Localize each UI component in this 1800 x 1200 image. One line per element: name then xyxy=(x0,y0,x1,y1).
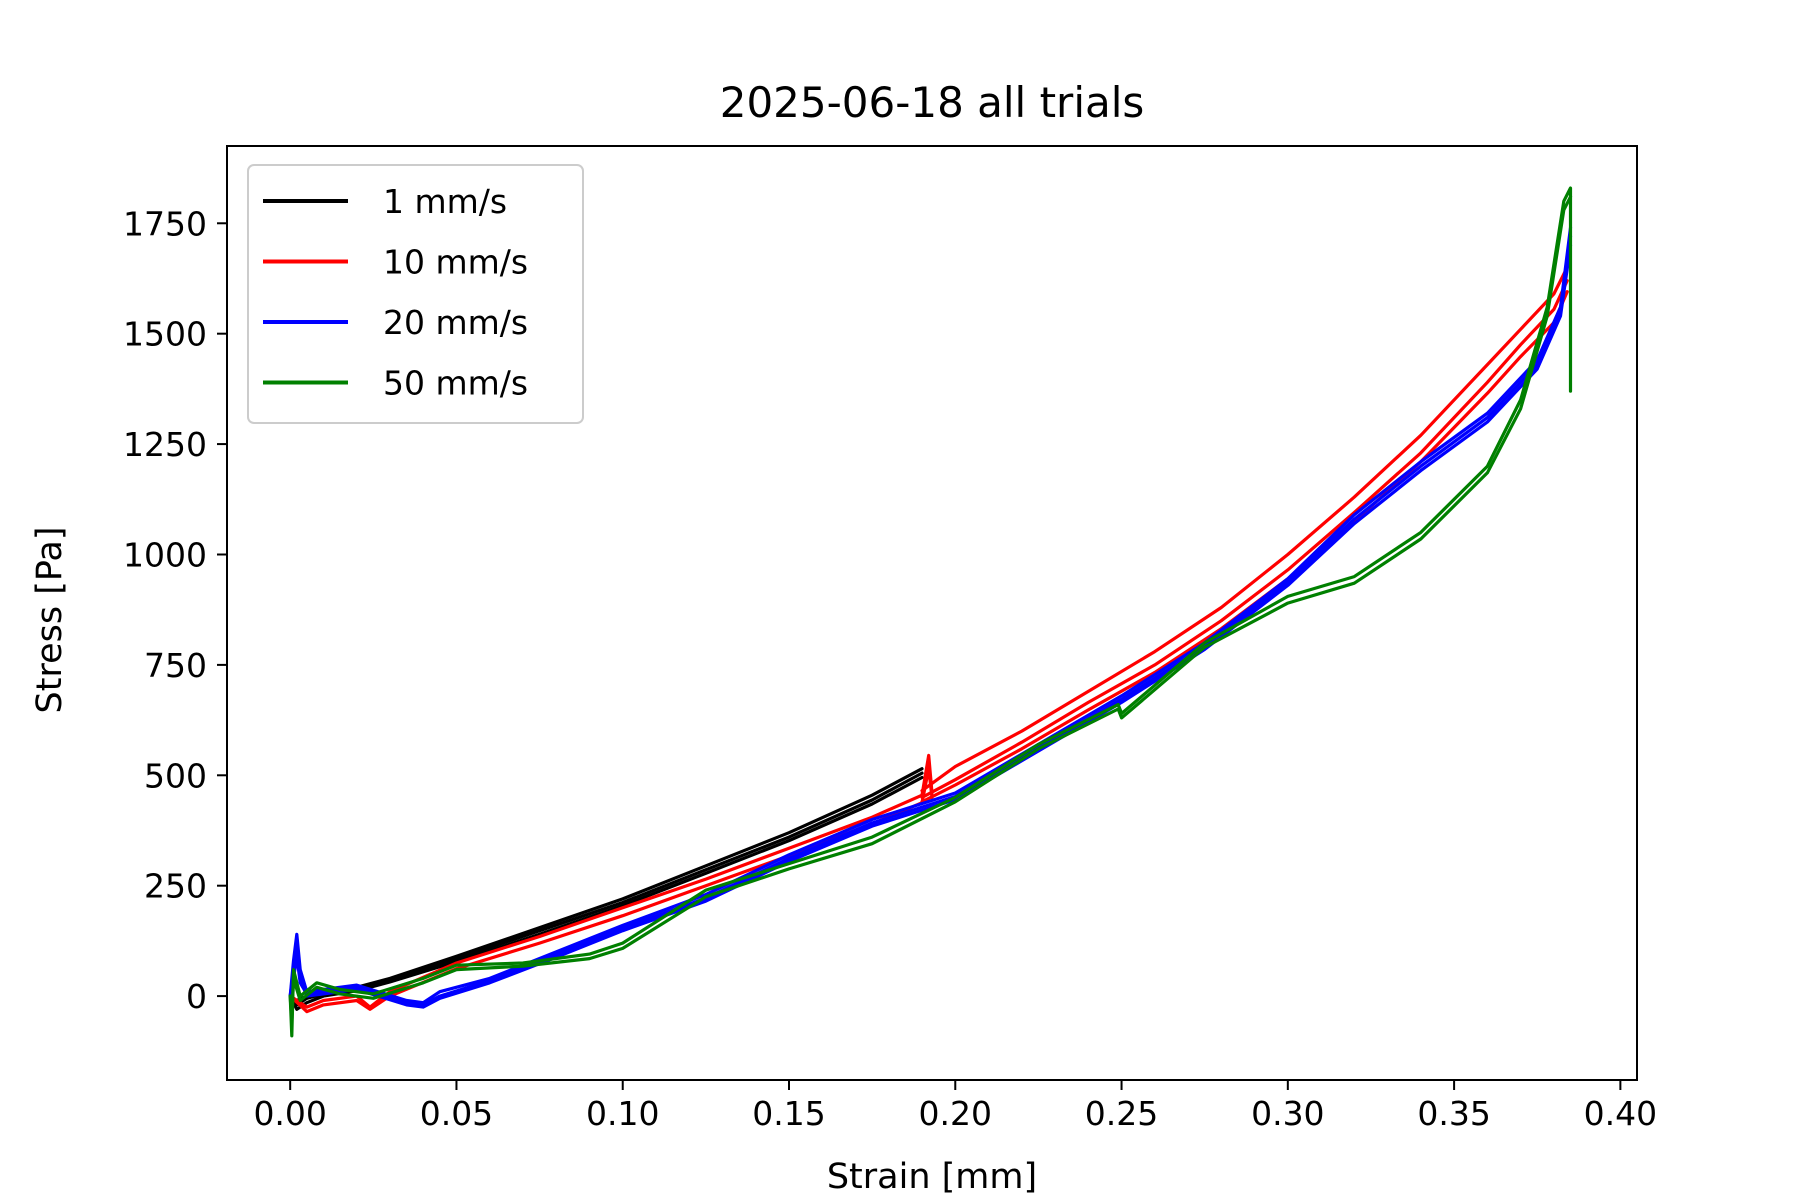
y-tick-label: 1000 xyxy=(123,535,207,574)
series-line-20-mm-s-trial-2 xyxy=(288,243,1573,1009)
chart-title: 2025-06-18 all trials xyxy=(720,78,1145,127)
y-tick-label: 250 xyxy=(144,867,207,906)
y-tick-label: 1500 xyxy=(123,315,207,354)
axes-frame xyxy=(226,145,1638,1081)
y-tick-label: 1250 xyxy=(123,425,207,464)
x-tick-label: 0.40 xyxy=(1584,1094,1657,1133)
series-lines xyxy=(288,186,1573,1038)
plot-area xyxy=(288,186,1573,1038)
series-line-10-mm-s-trial-1 xyxy=(288,753,934,1009)
y-tick-label: 1750 xyxy=(123,204,207,243)
y-tick-label: 0 xyxy=(186,977,207,1016)
x-tick-label: 0.25 xyxy=(1085,1094,1158,1133)
x-tick-label: 0.00 xyxy=(253,1094,326,1133)
series-line-10-mm-s-trial-3 xyxy=(920,265,1569,793)
legend: 1 mm/s 10 mm/s 20 mm/s 50 mm/s xyxy=(247,164,584,424)
y-axis-label: Stress [Pa] xyxy=(30,527,70,714)
x-tick-label: 0.35 xyxy=(1417,1094,1490,1133)
series-line-50-mm-s-trial-1 xyxy=(288,186,1573,1038)
x-tick-label: 0.20 xyxy=(919,1094,992,1133)
x-tick-label: 0.05 xyxy=(420,1094,493,1133)
legend-label-10-mm-s: 10 mm/s xyxy=(383,243,528,282)
x-tick-label: 0.15 xyxy=(752,1094,825,1133)
x-tick-label: 0.30 xyxy=(1251,1094,1324,1133)
series-line-50-mm-s-trial-2 xyxy=(288,195,1573,1025)
legend-label-1-mm-s: 1 mm/s xyxy=(383,182,507,221)
legend-box xyxy=(247,164,584,424)
y-tick-label: 500 xyxy=(144,756,207,795)
series-line-1-mm-s-trial-1 xyxy=(288,767,924,1007)
axes: 0.00 0.05 0.10 0.15 0.20 0.25 0.30 0.35 0.40 0 250… xyxy=(123,145,1657,1133)
series-line-10-mm-s-trial-4 xyxy=(920,279,1569,800)
x-axis-label: Strain [mm] xyxy=(827,1157,1037,1197)
x-tick-label: 0.10 xyxy=(586,1094,659,1133)
legend-label-50-mm-s: 50 mm/s xyxy=(383,364,528,403)
legend-label-20-mm-s: 20 mm/s xyxy=(383,303,528,342)
y-tick-label: 750 xyxy=(144,646,207,685)
